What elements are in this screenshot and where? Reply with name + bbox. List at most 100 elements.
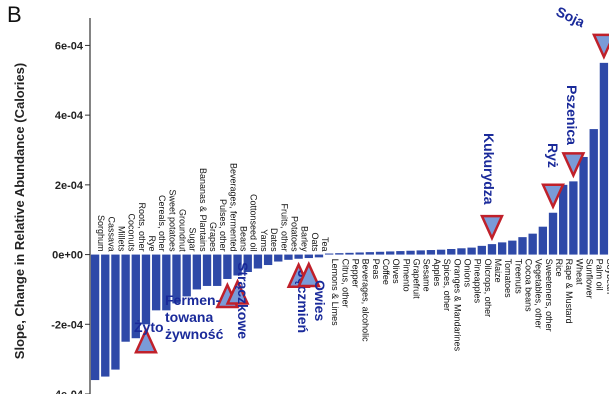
- bar: [426, 250, 436, 255]
- y-tick-label: 0e+00: [52, 250, 83, 262]
- category-label: Beverages, alcoholic: [361, 259, 371, 343]
- bar: [396, 251, 405, 255]
- category-label: Fruits, other: [279, 204, 289, 252]
- annotation-marker: [296, 261, 321, 288]
- category-label: Dates: [269, 228, 279, 252]
- bar: [294, 254, 303, 259]
- y-axis-label: Slope, Change in Relative Abundance (Cal…: [12, 63, 27, 359]
- y-tick-label: 6e-04: [55, 40, 84, 52]
- annotation-marker: [480, 214, 504, 242]
- bar: [355, 252, 364, 255]
- category-label: Wheat: [574, 259, 584, 286]
- bar: [559, 184, 568, 255]
- bar: [375, 251, 385, 255]
- category-label: Pimento: [401, 259, 411, 292]
- bar: [172, 254, 181, 304]
- annotation-marker: [134, 327, 158, 354]
- bar: [477, 245, 486, 255]
- bar: [151, 254, 161, 311]
- bar: [314, 254, 324, 258]
- bar: [233, 254, 242, 276]
- bar: [467, 247, 476, 255]
- bar: [406, 250, 415, 255]
- y-tick-label: 2e-04: [55, 180, 84, 192]
- bar: [569, 181, 578, 255]
- y-tick-label: -2e-04: [51, 319, 84, 331]
- bar: [518, 237, 527, 255]
- bar: [192, 254, 202, 290]
- bar: [253, 254, 263, 269]
- category-label: Grapes: [208, 222, 218, 252]
- category-label: Cottonseed oil: [249, 194, 259, 252]
- category-label: Apples: [432, 259, 442, 287]
- category-label: Rape & Mustard: [564, 259, 574, 324]
- bar: [365, 252, 375, 255]
- category-label: Spices, other: [442, 259, 452, 312]
- category-label: Sesame: [422, 259, 432, 292]
- bar: [345, 252, 354, 255]
- annotation-label: Żyto: [134, 319, 164, 335]
- category-label: Cereals, other: [157, 195, 167, 252]
- category-label: Maize: [493, 259, 503, 283]
- category-label: Olives: [391, 259, 401, 285]
- category-label: Oranges & Mandarines: [452, 259, 462, 352]
- category-label: Beverages, fermented: [228, 163, 238, 252]
- category-label: Sweeteners, other: [544, 259, 554, 332]
- category-label: Groundnut: [178, 209, 188, 252]
- bar: [528, 233, 537, 255]
- annotation-label: Pszenica: [564, 85, 580, 145]
- panel-label: B: [7, 2, 22, 28]
- category-label: Vegetables, other: [534, 259, 544, 329]
- annotation-label: towana: [165, 309, 213, 325]
- bar: [508, 240, 517, 255]
- category-label: Grapefruit: [412, 259, 422, 300]
- category-label: Rye: [147, 236, 157, 252]
- category-label: Beans: [239, 226, 249, 252]
- bar: [284, 254, 293, 260]
- category-label: Pepper: [351, 259, 361, 288]
- bar: [202, 254, 212, 286]
- bar: [589, 129, 598, 255]
- bar: [416, 250, 425, 255]
- category-label: Oats: [310, 233, 320, 253]
- bar: [447, 248, 456, 255]
- bar: [223, 254, 232, 279]
- bar: [335, 253, 344, 255]
- annotation-marker: [225, 278, 250, 305]
- bar: [538, 226, 548, 255]
- bar: [121, 254, 130, 342]
- bar: [213, 254, 222, 286]
- annotation-label: Owies: [312, 280, 328, 321]
- category-label: Peas: [371, 259, 381, 280]
- category-label: Oilcrops, other: [483, 259, 493, 318]
- category-label: Barley: [300, 226, 310, 252]
- annotation-marker: [561, 152, 586, 179]
- bar: [141, 254, 151, 325]
- bar: [162, 254, 171, 311]
- category-label: Coffee: [381, 259, 391, 285]
- bar: [487, 244, 497, 255]
- bar: [457, 248, 466, 255]
- annotation-marker: [591, 33, 609, 60]
- category-label: Coconuts: [127, 214, 137, 253]
- bar: [101, 254, 110, 377]
- annotation-label: Kukurydza: [481, 133, 497, 205]
- bar: [436, 249, 446, 255]
- annotation-label: Strączkowe: [235, 262, 251, 339]
- bar: [579, 156, 588, 255]
- y-tick-label: -4e-04: [51, 389, 84, 394]
- bar: [263, 254, 273, 266]
- category-label: Bananas & Plantains: [198, 168, 208, 252]
- bar: [548, 212, 558, 255]
- category-label: Lemons & Limes: [330, 259, 340, 327]
- category-label: Sorghum: [96, 215, 106, 252]
- category-label: Pulses, other: [218, 199, 228, 252]
- annotation-label: Ryż: [545, 143, 561, 168]
- category-label: Onions: [462, 259, 472, 288]
- category-label: Palm oil: [595, 259, 605, 291]
- bar: [497, 242, 507, 255]
- category-label: Soybean: [605, 259, 609, 295]
- category-label: Sweet potatoes: [167, 190, 177, 253]
- category-label: Sugar: [188, 228, 198, 252]
